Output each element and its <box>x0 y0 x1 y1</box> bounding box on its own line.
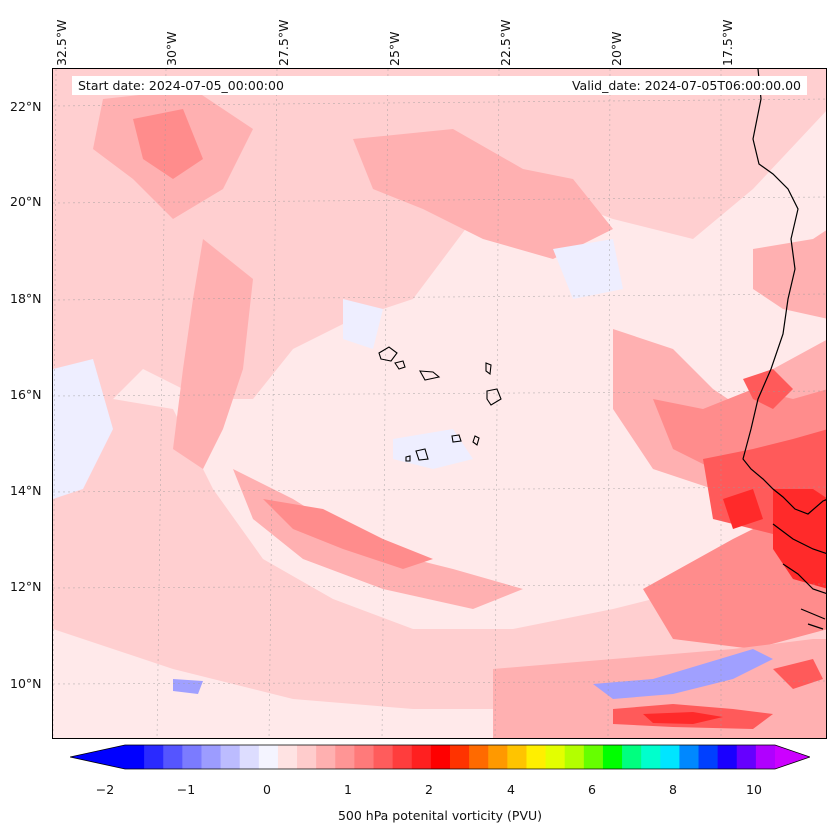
lat-label: 16°N <box>10 387 42 402</box>
colorbar-tick-label: 6 <box>588 782 596 797</box>
start-date-label: Start date: 2024-07-05_00:00:00 <box>78 78 284 93</box>
colorbar-segment <box>144 745 164 769</box>
colorbar-segment <box>335 745 355 769</box>
info-bar: Start date: 2024-07-05_00:00:00 Valid_da… <box>72 76 807 95</box>
pv-region-medium <box>173 239 253 469</box>
colorbar-segment <box>602 745 623 769</box>
pv-region-lightblue <box>343 299 383 349</box>
colorbar-extend-right <box>775 745 810 769</box>
lon-label: 20°W <box>609 31 624 66</box>
colorbar-segment <box>488 745 508 769</box>
colorbar-segment <box>450 745 470 769</box>
colorbar-tick-label: 1 <box>344 782 352 797</box>
pv-region-medium <box>753 230 826 319</box>
pv-region-medium <box>233 469 523 609</box>
pv-region-lightblue <box>553 239 623 299</box>
pv-region-medium <box>353 129 613 259</box>
colorbar-segment <box>316 745 336 769</box>
colorbar-segment <box>660 745 680 769</box>
graticule <box>53 69 826 738</box>
lon-label: 32.5°W <box>54 19 69 66</box>
colorbar-tick-label: 0 <box>263 782 271 797</box>
colorbar-tick-label: 10 <box>746 782 762 797</box>
colorbar-segment <box>258 745 279 769</box>
lat-label: 14°N <box>10 483 42 498</box>
colorbar-segment <box>679 745 700 769</box>
colorbar-segment <box>564 745 585 769</box>
colorbar-segment <box>392 745 413 769</box>
lon-label: 30°W <box>164 31 179 66</box>
lon-label: 17.5°W <box>720 19 735 66</box>
pv-contours <box>53 69 826 738</box>
colorbar-segment <box>297 745 317 769</box>
colorbar-segment <box>698 745 719 769</box>
colorbar-segment <box>277 745 298 769</box>
lon-label: 25°W <box>387 31 402 66</box>
pv-region-blue <box>173 679 203 694</box>
colorbar-segment <box>239 745 260 769</box>
colorbar-segment <box>583 745 604 769</box>
coastline <box>742 69 826 630</box>
colorbar-segment <box>354 745 375 769</box>
colorbar-tick-label: −2 <box>95 782 115 797</box>
lat-label: 18°N <box>10 291 42 306</box>
pv-region-dark <box>263 499 433 569</box>
colorbar-segment <box>526 745 547 769</box>
colorbar-segment <box>717 745 738 769</box>
colorbar-segment <box>430 745 451 769</box>
colorbar <box>70 744 810 770</box>
colorbar-segment <box>469 745 489 769</box>
colorbar-segment <box>507 745 527 769</box>
valid-date-label: Valid_date: 2024-07-05T06:00:00.00 <box>571 78 801 93</box>
colorbar-segment <box>163 745 183 769</box>
pv-region-strong <box>723 489 763 529</box>
colorbar-segment <box>545 745 566 769</box>
lat-label: 12°N <box>10 579 42 594</box>
colorbar-segment <box>411 745 432 769</box>
lon-label: 27.5°W <box>276 19 291 66</box>
colorbar-segment <box>622 745 642 769</box>
colorbar-extend-left <box>70 745 125 769</box>
pv-region-light <box>53 399 826 709</box>
colorbar-title: 500 hPa potenital vorticity (PVU) <box>337 808 543 823</box>
lat-label: 10°N <box>10 676 42 691</box>
colorbar-tick-label: 8 <box>669 782 677 797</box>
pv-region-red <box>743 369 793 409</box>
colorbar-segment <box>736 745 757 769</box>
colorbar-outline <box>70 744 810 770</box>
colorbar-segment <box>220 745 241 769</box>
pv-region-lightblue <box>53 359 113 499</box>
pv-region-strong <box>643 712 723 724</box>
colorbar-segment <box>182 745 202 769</box>
colorbar-segment <box>125 745 145 769</box>
colorbar-tick-label: 2 <box>425 782 433 797</box>
colorbar-segment <box>755 745 776 769</box>
map-panel <box>52 68 827 739</box>
pv-region-dark <box>133 109 203 179</box>
cape-verde-islands <box>378 346 502 462</box>
pv-field-map <box>53 69 826 738</box>
lon-label: 22.5°W <box>498 19 513 66</box>
colorbar-segment <box>201 745 222 769</box>
colorbar-tick-label: 4 <box>507 782 515 797</box>
lat-label: 20°N <box>10 194 42 209</box>
colorbar-segment <box>373 745 394 769</box>
pv-region-strong <box>773 489 826 589</box>
pv-region-lightblue <box>393 429 473 469</box>
colorbar-segment <box>641 745 661 769</box>
pv-region-red <box>773 659 823 689</box>
colorbar-tick-label: −1 <box>176 782 196 797</box>
pv-region-blue <box>593 649 773 699</box>
lat-label: 22°N <box>10 99 42 114</box>
